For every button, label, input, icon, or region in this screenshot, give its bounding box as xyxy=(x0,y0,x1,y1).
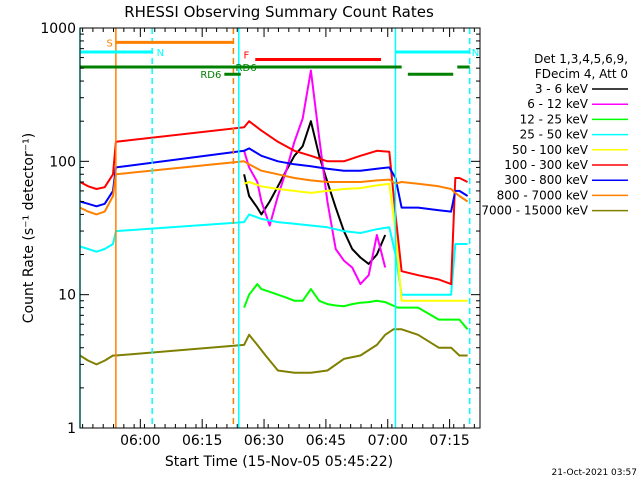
x-tick-label: 07:00 xyxy=(368,433,408,449)
y-tick-label: 100 xyxy=(49,154,76,170)
legend-label-0: 3 - 6 keV xyxy=(535,82,589,96)
annotation-label-5: RD6 xyxy=(200,70,221,81)
chart-title: RHESSI Observing Summary Count Rates xyxy=(124,3,434,21)
annotation-label-3: F xyxy=(243,51,249,62)
y-tick-label: 10 xyxy=(58,288,76,304)
series-line-7 xyxy=(79,160,469,216)
legend-label-7: 800 - 7000 keV xyxy=(497,188,589,202)
plot-frame xyxy=(79,27,481,429)
annotation-label-2: N xyxy=(472,48,479,59)
series-line-5 xyxy=(79,120,469,286)
legend-label-5: 100 - 300 keV xyxy=(504,158,588,172)
footer-timestamp: 21-Oct-2021 03:57 xyxy=(552,468,637,478)
legend-label-2: 12 - 25 keV xyxy=(520,112,589,126)
series-line-8 xyxy=(79,328,468,374)
series-line-4 xyxy=(243,181,468,302)
series-line-2 xyxy=(243,283,469,330)
x-tick-label: 06:00 xyxy=(120,433,160,449)
x-tick-label: 06:30 xyxy=(244,433,284,449)
y-axis-ticks: 1 10 100 1000 xyxy=(40,21,480,437)
legend-label-6: 300 - 800 keV xyxy=(504,173,588,187)
legend-label-4: 50 - 100 keV xyxy=(512,143,589,157)
legend-label-1: 6 - 12 keV xyxy=(527,97,589,111)
y-tick-label: 1 xyxy=(67,421,76,437)
y-axis-label: Count Rate (s⁻¹ detector⁻¹) xyxy=(21,133,37,323)
x-tick-label: 07:15 xyxy=(429,433,469,449)
series-line-1 xyxy=(243,69,387,286)
annotation-label-4: RD6 xyxy=(236,63,257,74)
legend-label-8: 7000 - 15000 keV xyxy=(481,204,588,218)
annotation-label-0: S xyxy=(107,38,113,49)
x-axis-ticks: 06:00 06:15 06:30 06:45 07:00 07:15 xyxy=(82,28,475,449)
series-line-3 xyxy=(79,213,468,296)
legend-label-3: 25 - 50 keV xyxy=(520,128,589,142)
legend-header-line-1: Det 1,3,4,5,6,9, xyxy=(534,52,628,66)
legend-header-line-2: FDecim 4, Att 0 xyxy=(535,67,628,81)
series-lines xyxy=(79,69,469,374)
annotation-label-1: N xyxy=(157,48,164,59)
series-line-0 xyxy=(243,120,387,265)
y-tick-label: 1000 xyxy=(40,21,76,37)
x-axis-label: Start Time (15-Nov-05 05:45:22) xyxy=(165,454,393,470)
x-tick-label: 06:15 xyxy=(182,433,222,449)
x-tick-label: 06:45 xyxy=(306,433,346,449)
